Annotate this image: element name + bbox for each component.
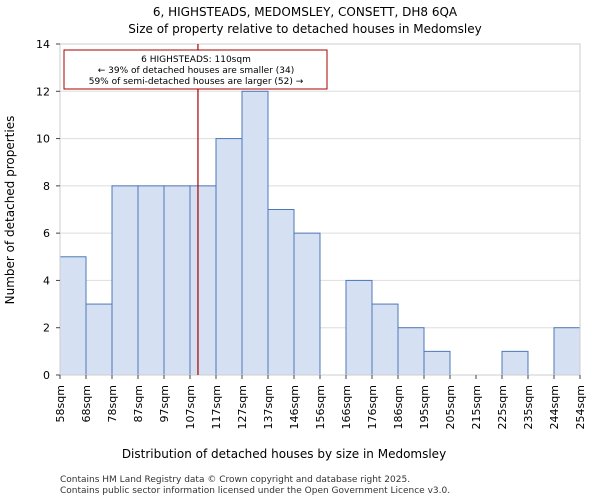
chart-subtitle: Size of property relative to detached ho… [128,22,482,36]
chart-title: 6, HIGHSTEADS, MEDOMSLEY, CONSETT, DH8 6… [153,5,458,19]
y-tick-label: 8 [43,180,50,193]
x-tick-label: 156sqm [314,385,327,429]
annotation-box: 6 HIGHSTEADS: 110sqm ← 39% of detached h… [63,49,328,90]
bar-127sqm [241,90,269,376]
y-tick-label: 12 [36,85,50,98]
bar-117sqm [215,138,243,376]
bar-186sqm [397,327,425,376]
y-tick-label: 6 [43,227,50,240]
bar-68sqm [85,303,113,376]
bar-176sqm [371,303,399,376]
bar-137sqm [267,209,295,376]
bars [59,90,581,376]
x-tick-label: 166sqm [340,385,353,429]
x-tick-label: 235sqm [522,385,535,429]
bar-107sqm [189,185,217,376]
bar-146sqm [293,232,321,376]
y-tick-label: 2 [43,322,50,335]
y-tick-label: 4 [43,274,50,287]
x-tick-label: 137sqm [262,385,275,429]
bar-195sqm [423,350,451,376]
x-tick-label: 107sqm [184,385,197,429]
x-tick-label: 254sqm [574,385,587,429]
bar-87sqm [137,185,165,376]
bar-244sqm [553,327,581,376]
x-tick-label: 186sqm [392,385,405,429]
y-ticks: 0 2 4 6 8 10 12 14 [36,38,60,382]
x-tick-label: 127sqm [236,385,249,429]
x-tick-label: 87sqm [132,385,145,422]
annotation-line-2: ← 39% of detached houses are smaller (34… [98,66,295,76]
y-tick-label: 10 [36,133,50,146]
x-tick-label: 68sqm [80,385,93,422]
y-tick-label: 14 [36,38,50,51]
x-tick-label: 195sqm [418,385,431,429]
x-tick-label: 97sqm [158,385,171,422]
x-tick-label: 176sqm [366,385,379,429]
x-axis-label: Distribution of detached houses by size … [122,447,446,461]
footer-line-2: Contains public sector information licen… [60,486,450,496]
x-ticks: 58sqm 68sqm 78sqm 87sqm 97sqm 107sqm 117sqm 127… [54,375,587,429]
x-tick-label: 117sqm [210,385,223,429]
x-tick-label: 205sqm [444,385,457,429]
bar-97sqm [163,185,191,376]
bar-78sqm [111,185,139,376]
y-axis-label: Number of detached properties [3,116,17,305]
bar-166sqm [345,279,373,376]
x-tick-label: 225sqm [496,385,509,429]
bar-225sqm [501,350,529,376]
x-tick-label: 146sqm [288,385,301,429]
footer-line-1: Contains HM Land Registry data © Crown c… [60,475,410,485]
x-tick-label: 244sqm [548,385,561,429]
x-tick-label: 78sqm [106,385,119,422]
x-tick-label: 58sqm [54,385,67,422]
annotation-line-3: 59% of semi-detached houses are larger (… [89,77,304,87]
y-tick-label: 0 [43,369,50,382]
bar-58sqm [59,256,87,376]
x-tick-label: 215sqm [470,385,483,429]
annotation-line-1: 6 HIGHSTEADS: 110sqm [141,55,251,65]
annotation-frame [63,49,328,90]
